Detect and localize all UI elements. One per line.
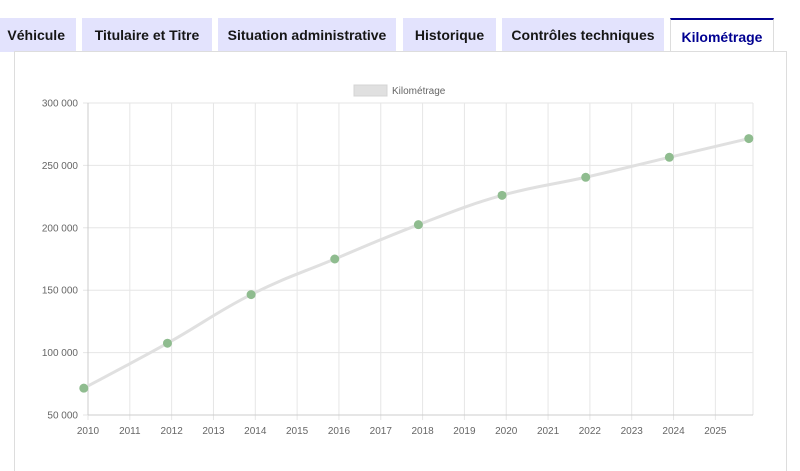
x-tick-label: 2024 [662,426,685,437]
data-point[interactable] [79,383,89,393]
x-tick-label: 2017 [370,426,393,437]
tab-historique-label: Historique [414,27,485,43]
tab-titulaire-label: Titulaire et Titre [94,27,200,43]
tab-historique[interactable]: Historique [403,18,496,52]
chart-grid [83,102,754,420]
y-tick-label: 100 000 [42,348,79,359]
legend-swatch [353,84,388,97]
data-point[interactable] [581,172,591,182]
legend-label: Kilométrage [392,86,446,97]
tab-situation-administrative[interactable]: Situation administrative [218,18,396,52]
chart-legend: Kilométrage [353,84,446,97]
x-tick-label: 2013 [202,426,225,437]
y-tick-label: 300 000 [42,99,79,110]
tab-controles-label: Contrôles techniques [511,27,655,43]
x-tick-label: 2016 [328,426,351,437]
x-tick-label: 2025 [704,426,727,437]
data-point[interactable] [664,152,674,162]
chart-axes: 2010 2011 2012 2013 2014 2015 2016 2017 2018 2019… [42,99,753,437]
x-tick-label: 2014 [244,426,267,437]
tab-kilometrage[interactable]: Kilométrage [670,18,774,53]
data-point[interactable] [246,290,256,300]
x-tick-label: 2011 [119,426,141,437]
tab-kilometrage-label: Kilométrage [681,28,763,45]
y-tick-label: 50 000 [47,411,78,422]
x-tick-label: 2018 [411,426,434,437]
x-tick-label: 2022 [579,426,602,437]
tab-situation-label: Situation administrative [227,27,387,43]
y-tick-label: 250 000 [42,161,79,172]
x-tick-label: 2015 [286,426,309,437]
data-point[interactable] [497,190,507,200]
data-point[interactable] [744,134,754,144]
x-tick-label: 2012 [161,426,184,437]
series-line [83,137,750,390]
data-point[interactable] [330,254,340,264]
x-tick-label: 2019 [453,426,476,437]
tab-titulaire-et-titre[interactable]: Titulaire et Titre [82,18,212,52]
y-tick-label: 150 000 [42,286,79,297]
chart-series [79,134,754,393]
y-tick-label: 200 000 [42,223,79,234]
data-point[interactable] [162,338,172,348]
tab-vehicule[interactable]: Véhicule [0,18,76,52]
tab-bar: Véhicule Titulaire et Titre Situation ad… [0,0,800,53]
x-tick-label: 2023 [621,426,644,437]
x-tick-label: 2020 [495,426,518,437]
data-point[interactable] [413,220,423,230]
x-tick-label: 2021 [537,426,560,437]
mileage-chart: 2010 2011 2012 2013 2014 2015 2016 2017 2018 2019… [42,84,754,437]
x-tick-label: 2010 [77,426,100,437]
tab-panel-kilometrage [14,51,787,471]
tab-vehicule-label: Véhicule [7,27,65,43]
tab-controles-techniques[interactable]: Contrôles techniques [502,18,664,52]
